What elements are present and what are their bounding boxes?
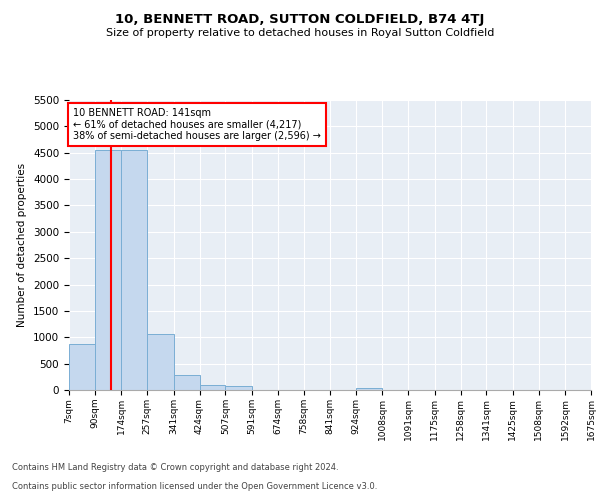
Bar (121, 150, 147, 390)
Bar (69, 344, 95, 390)
Bar (147, 334, 173, 390)
Text: Contains public sector information licensed under the Open Government Licence v3: Contains public sector information licen… (12, 482, 377, 491)
Bar (226, 386, 252, 390)
Text: 10, BENNETT ROAD, SUTTON COLDFIELD, B74 4TJ: 10, BENNETT ROAD, SUTTON COLDFIELD, B74 … (115, 12, 485, 26)
Text: 10 BENNETT ROAD: 141sqm
← 61% of detached houses are smaller (4,217)
38% of semi: 10 BENNETT ROAD: 141sqm ← 61% of detache… (73, 108, 321, 141)
Bar (199, 384, 226, 390)
Bar (173, 375, 200, 390)
Bar (356, 388, 382, 390)
Bar (95, 150, 121, 390)
Text: Contains HM Land Registry data © Crown copyright and database right 2024.: Contains HM Land Registry data © Crown c… (12, 464, 338, 472)
Text: Size of property relative to detached houses in Royal Sutton Coldfield: Size of property relative to detached ho… (106, 28, 494, 38)
Y-axis label: Number of detached properties: Number of detached properties (17, 163, 28, 327)
